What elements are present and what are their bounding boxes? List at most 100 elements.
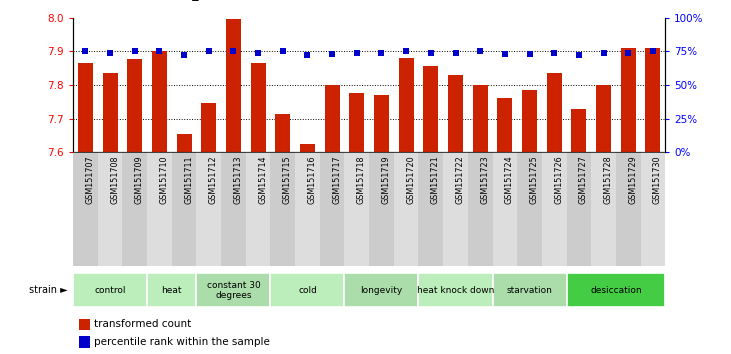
Text: constant 30
degrees: constant 30 degrees: [207, 281, 260, 300]
Bar: [394, 152, 418, 266]
Point: [326, 51, 338, 57]
Text: strain ►: strain ►: [29, 285, 67, 295]
Text: GSM151725: GSM151725: [529, 156, 539, 204]
Bar: [197, 152, 221, 266]
Point: [252, 50, 264, 56]
Text: GSM151729: GSM151729: [628, 156, 637, 204]
Point: [227, 48, 239, 54]
Bar: [98, 152, 123, 266]
FancyBboxPatch shape: [344, 273, 418, 307]
Bar: [596, 85, 611, 152]
Bar: [300, 144, 315, 152]
Text: transformed count: transformed count: [94, 319, 191, 329]
Text: GSM151707: GSM151707: [86, 156, 94, 204]
Text: heat: heat: [162, 286, 182, 295]
Text: GSM151716: GSM151716: [308, 156, 317, 204]
Bar: [399, 58, 414, 152]
Bar: [276, 114, 290, 152]
Bar: [493, 152, 518, 266]
Bar: [79, 319, 90, 330]
Bar: [369, 152, 394, 266]
Point: [425, 50, 436, 56]
Point: [647, 48, 659, 54]
Bar: [152, 51, 167, 152]
Point: [376, 50, 387, 56]
Text: GSM151723: GSM151723: [480, 156, 489, 204]
Point: [203, 48, 215, 54]
Bar: [522, 90, 537, 152]
Bar: [448, 75, 463, 152]
Bar: [443, 152, 468, 266]
Bar: [547, 73, 561, 152]
Text: longevity: longevity: [360, 286, 403, 295]
Text: GSM151710: GSM151710: [159, 156, 168, 204]
Bar: [246, 152, 270, 266]
Bar: [616, 152, 640, 266]
Bar: [423, 67, 439, 152]
Text: desiccation: desiccation: [590, 286, 642, 295]
Bar: [344, 152, 369, 266]
FancyBboxPatch shape: [567, 273, 665, 307]
Bar: [518, 152, 542, 266]
Bar: [73, 152, 98, 266]
Bar: [147, 152, 172, 266]
Point: [598, 50, 610, 56]
Bar: [172, 152, 197, 266]
Point: [474, 48, 486, 54]
Text: GSM151711: GSM151711: [184, 156, 193, 204]
Bar: [468, 152, 493, 266]
Text: GSM151727: GSM151727: [579, 156, 588, 204]
Bar: [270, 152, 295, 266]
Text: GSM151726: GSM151726: [554, 156, 563, 204]
Point: [401, 48, 412, 54]
Text: GSM151713: GSM151713: [233, 156, 243, 204]
Text: GSM151714: GSM151714: [258, 156, 267, 204]
Bar: [251, 63, 265, 152]
Point: [154, 48, 165, 54]
Bar: [542, 152, 567, 266]
Point: [351, 50, 363, 56]
FancyBboxPatch shape: [270, 273, 344, 307]
Bar: [645, 48, 660, 152]
Point: [178, 52, 190, 58]
Bar: [177, 134, 192, 152]
Bar: [374, 95, 389, 152]
Text: GSM151719: GSM151719: [382, 156, 390, 204]
Point: [277, 48, 289, 54]
Bar: [102, 73, 118, 152]
Text: GSM151708: GSM151708: [110, 156, 119, 204]
Bar: [497, 98, 512, 152]
Point: [450, 50, 461, 56]
Bar: [621, 48, 636, 152]
Text: starvation: starvation: [507, 286, 553, 295]
Bar: [640, 152, 665, 266]
Text: GSM151728: GSM151728: [604, 156, 613, 204]
Bar: [78, 63, 93, 152]
Bar: [123, 152, 147, 266]
Bar: [127, 59, 143, 152]
Text: GSM151720: GSM151720: [406, 156, 415, 204]
Text: GSM151718: GSM151718: [357, 156, 366, 204]
Bar: [295, 152, 320, 266]
FancyBboxPatch shape: [418, 273, 493, 307]
Text: GSM151715: GSM151715: [283, 156, 292, 204]
Bar: [221, 152, 246, 266]
Text: GSM151722: GSM151722: [455, 156, 464, 204]
Bar: [349, 93, 364, 152]
Text: GSM151724: GSM151724: [505, 156, 514, 204]
Point: [523, 51, 535, 57]
Point: [573, 52, 585, 58]
Point: [622, 50, 634, 56]
Text: GSM151712: GSM151712: [209, 156, 218, 204]
Bar: [418, 152, 443, 266]
Point: [499, 51, 511, 57]
Text: GSM151730: GSM151730: [653, 156, 662, 204]
Bar: [79, 336, 90, 348]
Bar: [473, 85, 488, 152]
Text: GSM151721: GSM151721: [431, 156, 440, 204]
Bar: [202, 103, 216, 152]
FancyBboxPatch shape: [73, 273, 147, 307]
Point: [129, 48, 140, 54]
Text: GSM151717: GSM151717: [332, 156, 341, 204]
Text: control: control: [94, 286, 126, 295]
